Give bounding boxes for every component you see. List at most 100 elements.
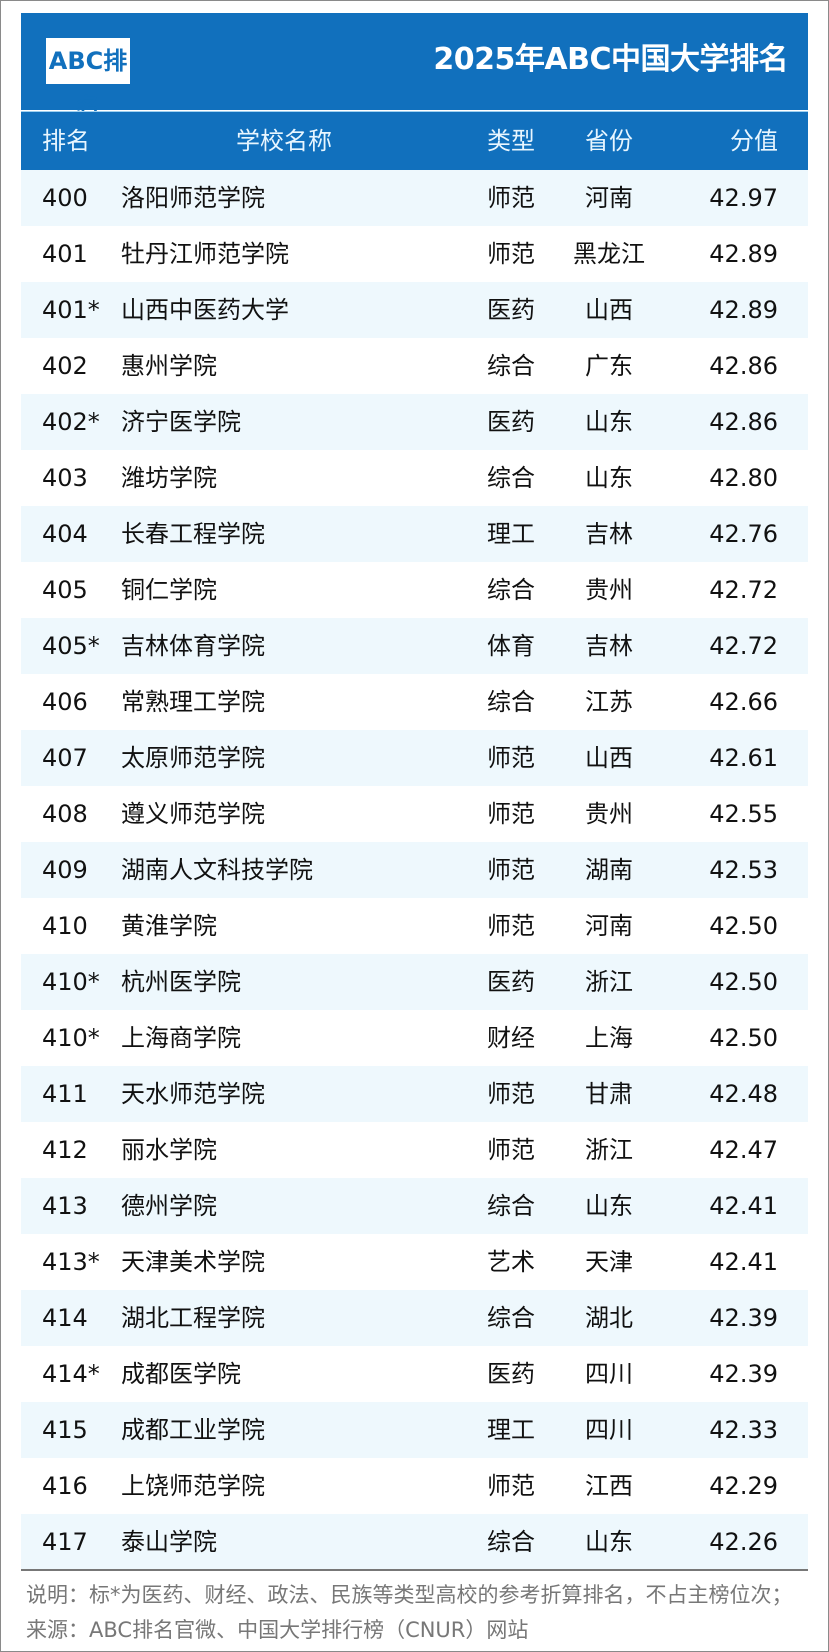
type-cell: 师范	[487, 912, 535, 940]
province-cell: 山东	[585, 1528, 633, 1556]
score-cell: 42.41	[709, 1248, 778, 1276]
rank-cell: 406	[42, 688, 88, 716]
type-cell: 艺术	[487, 1248, 535, 1276]
school-name-cell: 天水师范学院	[121, 1080, 265, 1108]
table-header: 排名 学校名称 类型 省份 分值	[21, 111, 808, 171]
school-name-cell: 铜仁学院	[121, 576, 217, 604]
score-cell: 42.50	[709, 968, 778, 996]
score-cell: 42.39	[709, 1304, 778, 1332]
type-cell: 师范	[487, 744, 535, 772]
score-cell: 42.86	[709, 408, 778, 436]
school-name-cell: 洛阳师范学院	[121, 184, 265, 212]
province-cell: 山东	[585, 464, 633, 492]
score-cell: 42.89	[709, 296, 778, 324]
table-row: 413 德州学院 综合 山东 42.41	[21, 1178, 808, 1234]
rank-cell: 401	[42, 240, 88, 268]
province-cell: 天津	[585, 1248, 633, 1276]
table-row: 414 湖北工程学院 综合 湖北 42.39	[21, 1290, 808, 1346]
score-cell: 42.53	[709, 856, 778, 884]
rank-cell: 415	[42, 1416, 88, 1444]
rank-cell: 408	[42, 800, 88, 828]
score-cell: 42.26	[709, 1528, 778, 1556]
province-cell: 吉林	[585, 632, 633, 660]
title-banner: ABC排名 2025年ABC中国大学排名	[21, 13, 808, 121]
table-row: 411 天水师范学院 师范 甘肃 42.48	[21, 1066, 808, 1122]
rank-cell: 416	[42, 1472, 88, 1500]
type-cell: 医药	[487, 1360, 535, 1388]
type-cell: 理工	[487, 520, 535, 548]
rank-cell: 410*	[42, 1024, 100, 1052]
rank-cell: 414*	[42, 1360, 100, 1388]
school-name-cell: 湖南人文科技学院	[121, 856, 313, 884]
score-cell: 42.55	[709, 800, 778, 828]
type-cell: 师范	[487, 800, 535, 828]
rank-cell: 405	[42, 576, 88, 604]
table-row: 413* 天津美术学院 艺术 天津 42.41	[21, 1234, 808, 1290]
score-cell: 42.97	[709, 184, 778, 212]
province-cell: 河南	[585, 184, 633, 212]
rank-cell: 417	[42, 1528, 88, 1556]
column-header-name: 学校名称	[236, 127, 332, 155]
province-cell: 湖北	[585, 1304, 633, 1332]
footnote: 说明：标*为医药、财经、政法、民族等类型高校的参考折算排名，不占主榜位次；来源：…	[26, 1583, 793, 1642]
school-name-cell: 湖北工程学院	[121, 1304, 265, 1332]
column-header-province: 省份	[585, 127, 633, 155]
rank-cell: 413	[42, 1192, 88, 1220]
school-name-cell: 济宁医学院	[121, 408, 241, 436]
score-cell: 42.41	[709, 1192, 778, 1220]
rank-cell: 404	[42, 520, 88, 548]
rank-cell: 402	[42, 352, 88, 380]
rank-cell: 412	[42, 1136, 88, 1164]
table-row: 406 常熟理工学院 综合 江苏 42.66	[21, 674, 808, 730]
table-row: 402* 济宁医学院 医药 山东 42.86	[21, 394, 808, 450]
province-cell: 黑龙江	[573, 240, 645, 268]
rank-cell: 405*	[42, 632, 100, 660]
score-cell: 42.33	[709, 1416, 778, 1444]
type-cell: 师范	[487, 240, 535, 268]
school-name-cell: 常熟理工学院	[121, 688, 265, 716]
score-cell: 42.80	[709, 464, 778, 492]
province-cell: 山东	[585, 408, 633, 436]
table-row: 405* 吉林体育学院 体育 吉林 42.72	[21, 618, 808, 674]
school-name-cell: 黄淮学院	[121, 912, 217, 940]
province-cell: 四川	[585, 1360, 633, 1388]
score-cell: 42.47	[709, 1136, 778, 1164]
table-row: 409 湖南人文科技学院 师范 湖南 42.53	[21, 842, 808, 898]
table-row: 407 太原师范学院 师范 山西 42.61	[21, 730, 808, 786]
rank-cell: 413*	[42, 1248, 100, 1276]
type-cell: 综合	[487, 1528, 535, 1556]
rank-cell: 403	[42, 464, 88, 492]
divider	[21, 1569, 808, 1571]
score-cell: 42.89	[709, 240, 778, 268]
score-cell: 42.86	[709, 352, 778, 380]
score-cell: 42.76	[709, 520, 778, 548]
school-name-cell: 成都工业学院	[121, 1416, 265, 1444]
table-row: 401 牡丹江师范学院 师范 黑龙江 42.89	[21, 226, 808, 282]
table-row: 402 惠州学院 综合 广东 42.86	[21, 338, 808, 394]
type-cell: 综合	[487, 464, 535, 492]
rank-cell: 402*	[42, 408, 100, 436]
ranking-table: 400 洛阳师范学院 师范 河南 42.97 401 牡丹江师范学院 师范 黑龙江 42.89 40…	[21, 170, 808, 1570]
school-name-cell: 潍坊学院	[121, 464, 217, 492]
province-cell: 山西	[585, 296, 633, 324]
type-cell: 医药	[487, 408, 535, 436]
score-cell: 42.61	[709, 744, 778, 772]
school-name-cell: 丽水学院	[121, 1136, 217, 1164]
rank-cell: 411	[42, 1080, 88, 1108]
rank-cell: 407	[42, 744, 88, 772]
school-name-cell: 泰山学院	[121, 1528, 217, 1556]
score-cell: 42.66	[709, 688, 778, 716]
school-name-cell: 吉林体育学院	[121, 632, 265, 660]
type-cell: 师范	[487, 1080, 535, 1108]
type-cell: 医药	[487, 968, 535, 996]
province-cell: 四川	[585, 1416, 633, 1444]
province-cell: 甘肃	[585, 1080, 633, 1108]
school-name-cell: 遵义师范学院	[121, 800, 265, 828]
school-name-cell: 太原师范学院	[121, 744, 265, 772]
type-cell: 财经	[487, 1024, 535, 1052]
school-name-cell: 杭州医学院	[121, 968, 241, 996]
province-cell: 浙江	[585, 968, 633, 996]
score-cell: 42.50	[709, 1024, 778, 1052]
rank-cell: 401*	[42, 296, 100, 324]
table-row: 410 黄淮学院 师范 河南 42.50	[21, 898, 808, 954]
